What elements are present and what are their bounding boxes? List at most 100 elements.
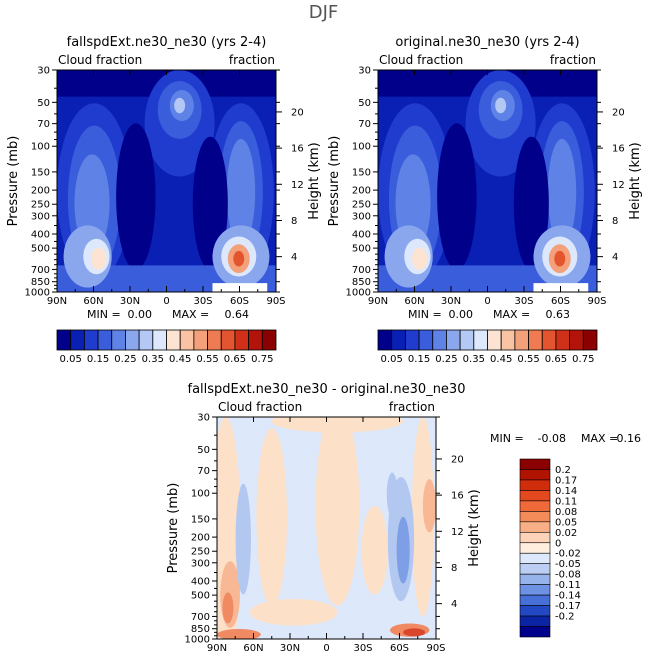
field-sh-storm-track-inner: [226, 138, 256, 246]
colorbar-box: [519, 605, 551, 617]
colorbar-label: 0.15: [408, 354, 430, 365]
colorbar-box: [569, 329, 584, 351]
panel-title: original.ne30_ne30 (yrs 2-4): [395, 35, 579, 50]
y-tick-label: 50: [37, 98, 50, 109]
colorbar-box: [519, 479, 551, 491]
diff-nh-midlat-pos: [256, 428, 288, 606]
colorbar-label: 0.08: [555, 507, 577, 518]
colorbar-label: -0.02: [555, 549, 581, 560]
x-tick-label: 60S: [230, 296, 249, 307]
colorbar-box: [528, 329, 543, 351]
y-tick-label: 250: [191, 547, 210, 558]
colorbar-label: 0.14: [555, 486, 577, 497]
y-tick-label: 700: [31, 265, 50, 276]
x-tick-label: 0: [484, 296, 490, 307]
y-tick-label: 1000: [185, 635, 210, 646]
colorbar-box: [459, 329, 475, 351]
colorbar-diff: 0.20.170.140.110.080.050.020-0.02-0.05-0…: [519, 458, 581, 638]
y-axis-label: Pressure (mb): [327, 136, 342, 227]
colorbar-box: [519, 626, 551, 638]
y-tick-label: 150: [352, 167, 371, 178]
colorbar-label: 0.35: [142, 354, 164, 365]
min-label: MIN =: [408, 308, 442, 321]
panel-left-label: Cloud fraction: [58, 53, 142, 67]
colorbar-box: [138, 329, 154, 351]
colorbar-label: 0.15: [87, 354, 109, 365]
colorbar-main: 0.05 0.15 0.25 0.35 0.45 0.55 0.65 0.75: [56, 329, 277, 365]
y-tick-label: 400: [31, 229, 50, 240]
diff-sh-surface-peak: [403, 628, 426, 637]
max-value: 0.64: [225, 308, 250, 321]
max-value: 0.16: [617, 432, 642, 445]
y-tick-label: 200: [191, 533, 210, 544]
y-tick-label: 200: [352, 186, 371, 197]
colorbar-label: 0.65: [224, 354, 246, 365]
colorbar-label: 0.45: [490, 354, 512, 365]
panel-left-label: Cloud fraction: [218, 400, 302, 414]
panel-left-label: Cloud fraction: [379, 53, 463, 67]
colorbar-box: [487, 329, 502, 351]
colorbar-box: [541, 329, 557, 351]
y2-tick-label: 4: [612, 252, 618, 263]
colorbar-box: [582, 329, 598, 351]
colorbar-label: 0.05: [60, 354, 82, 365]
field-tropical-tower-peak: [174, 97, 186, 114]
x-tick-label: 90N: [47, 296, 67, 307]
y-tick-label: 300: [191, 558, 210, 569]
figure-title: DJF: [308, 2, 339, 23]
y-tick-label: 30: [197, 413, 210, 424]
colorbar-box: [152, 329, 167, 351]
y-tick-label: 700: [191, 612, 210, 623]
colorbar-label: -0.17: [555, 601, 581, 612]
colorbar-label: 0.75: [572, 354, 594, 365]
plot-field: [378, 70, 597, 292]
x-tick-label: 90S: [266, 296, 285, 307]
x-tick-label: 90N: [368, 296, 388, 307]
field-sh-low-cloud-peak: [554, 250, 566, 267]
colorbar-box: [514, 329, 529, 351]
colorbar-label: -0.11: [555, 580, 581, 591]
min-value: 0.00: [128, 308, 153, 321]
field-nh-low-cloud-peak: [411, 247, 428, 270]
colorbar-box: [473, 329, 488, 351]
diff-nh-neg: [235, 483, 251, 595]
x-tick-label: 90S: [587, 296, 606, 307]
colorbar-box: [519, 458, 551, 470]
colorbar-box: [404, 329, 420, 351]
y2-axis-label: Height (km): [307, 142, 322, 219]
y-tick-label: 1000: [346, 288, 371, 299]
field-nh-subtropics: [437, 123, 477, 270]
x-tick-label: 60S: [551, 296, 570, 307]
y2-tick-label: 8: [612, 216, 618, 227]
max-label: MAX =: [493, 308, 530, 321]
colorbar-box: [519, 490, 551, 502]
y2-tick-label: 12: [451, 527, 464, 538]
y-tick-label: 850: [191, 624, 210, 635]
colorbar-box: [111, 329, 126, 351]
y-tick-label: 500: [352, 244, 371, 255]
colorbar-label: 0.17: [555, 475, 577, 486]
x-tick-label: 90S: [426, 643, 445, 654]
min-value: -0.08: [538, 432, 566, 445]
colorbar-box: [519, 521, 551, 533]
colorbar-label: -0.2: [555, 612, 575, 623]
y-tick-label: 50: [358, 98, 371, 109]
colorbar-box: [519, 552, 551, 565]
colorbar-box: [432, 329, 447, 351]
colorbar-label: 0.11: [555, 496, 577, 507]
min-value: 0.00: [449, 308, 474, 321]
colorbar-label: 0.2: [555, 465, 571, 476]
colorbar-label: -0.08: [555, 570, 581, 581]
colorbar-box: [83, 329, 99, 351]
max-label: MAX =: [581, 432, 618, 445]
plot-3: fallspdExt.ne30_ne30 - original.ne30_ne3…: [166, 382, 642, 654]
diff-sh-upper-neg: [386, 472, 398, 517]
panel-right-label: fraction: [389, 400, 435, 414]
y-tick-label: 30: [358, 66, 371, 77]
colorbar-label: 0.75: [251, 354, 273, 365]
colorbar-box: [519, 563, 551, 575]
colorbar-box: [500, 329, 516, 351]
colorbar-box: [391, 329, 406, 351]
colorbar-box: [519, 542, 551, 554]
